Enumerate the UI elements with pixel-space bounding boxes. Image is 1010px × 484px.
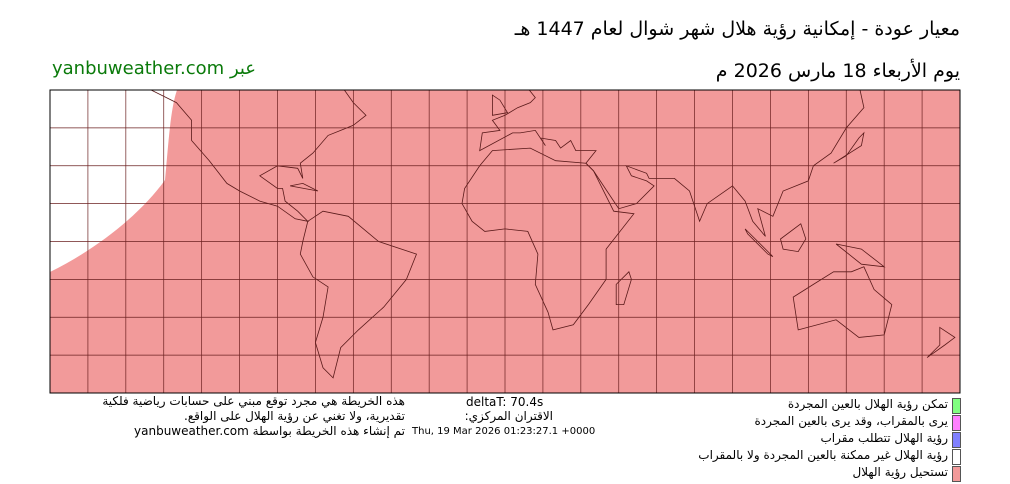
legend-swatch (952, 398, 961, 414)
legend-swatch (952, 449, 961, 465)
legend-swatch (952, 415, 961, 431)
coastline (780, 223, 807, 253)
coastline (290, 182, 319, 192)
note: تم إنشاء هذه الخريطة بواسطة yanbuweather… (134, 424, 405, 438)
coastline (145, 90, 367, 222)
coastline (615, 271, 632, 305)
legend-swatch (952, 432, 961, 448)
coastline (299, 210, 418, 379)
legend-label: رؤية الهلال تتطلب مقراب (820, 431, 948, 445)
legend-label: يرى بالمقراب، وقد يرى بالعين المجردة (754, 414, 948, 428)
legend-label: رؤية الهلال غير ممكنة بالعين المجردة ولا… (698, 448, 948, 462)
region-not-possible (50, 90, 177, 272)
note: هذه الخريطة هي مجرد توقع مبني على حسابات… (102, 394, 405, 408)
title: معيار عودة - إمكانية رؤية هلال شهر شوال … (514, 18, 960, 40)
note: تقديرية، ولا تغني عن رؤية الهلال على الو… (183, 409, 405, 423)
date: يوم الأربعاء 18 مارس 2026 م (715, 60, 960, 82)
site: عبر yanbuweather.com (52, 58, 257, 79)
coastline (744, 228, 774, 257)
legend-label: تستحيل رؤية الهلال (852, 465, 948, 479)
conjunction-time: Thu, 19 Mar 2026 01:23:27.1 +0000 (412, 426, 596, 437)
conjunction-label: الاقتران المركزي: (464, 409, 553, 423)
deltat: deltaT: 70.4s (466, 395, 544, 409)
legend-label: تمكن رؤية الهلال بالعين المجردة (787, 397, 948, 411)
coastline (926, 326, 956, 358)
coastline (833, 131, 865, 164)
legend-swatch (952, 466, 961, 482)
coastline (792, 266, 893, 338)
